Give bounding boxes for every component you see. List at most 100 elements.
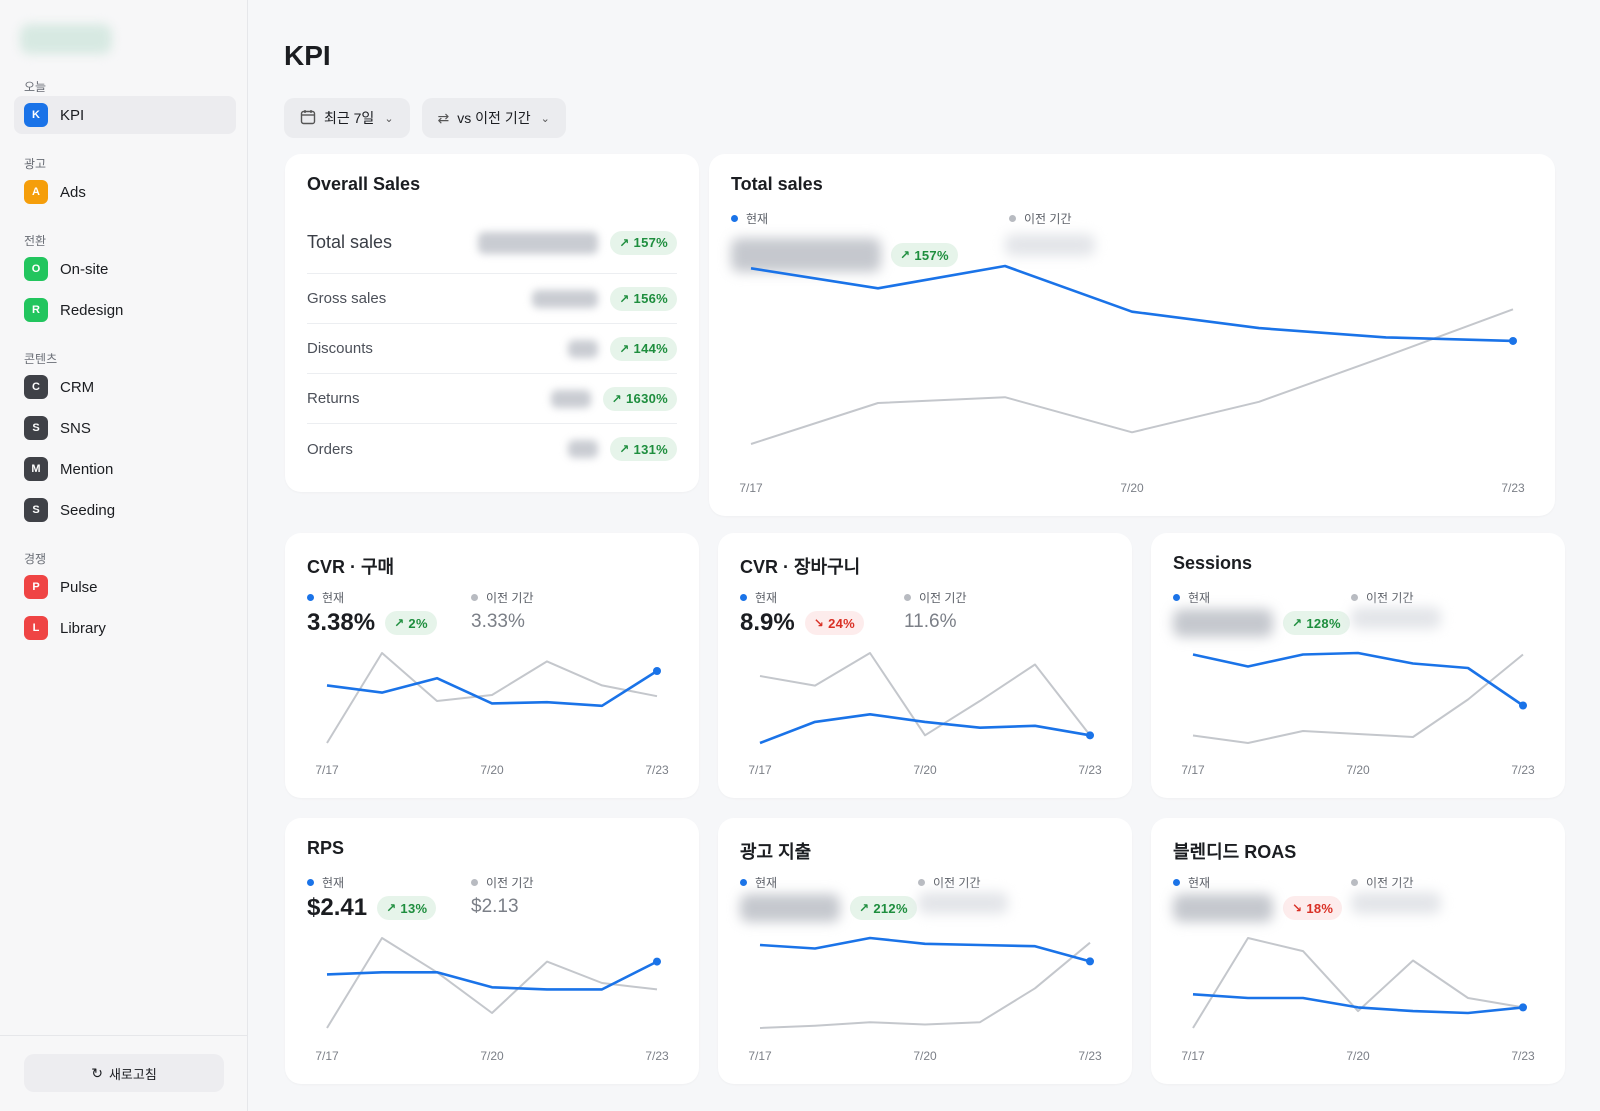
- change-value: 157%: [914, 247, 949, 263]
- legend-dot-previous: [1351, 594, 1358, 601]
- change-value: 212%: [873, 900, 908, 916]
- nav-badge: A: [24, 180, 48, 204]
- redacted-previous-value: [918, 892, 1008, 914]
- card-title: 블렌디드 ROAS: [1173, 842, 1297, 862]
- redacted-value: [731, 238, 881, 272]
- card-title: Overall Sales: [307, 174, 421, 194]
- change-badge: ↗ 144%: [610, 336, 677, 361]
- x-tick-label: 7/20: [913, 1049, 937, 1063]
- sidebar: 오늘 K KPI 광고 A Ads 전환 O On-site R Redesign 콘텐츠 C CRM S S…: [0, 0, 248, 1111]
- legend-dot-previous: [471, 594, 478, 601]
- current-metric: ↗ 212%: [740, 894, 917, 922]
- nav-badge: L: [24, 616, 48, 640]
- change-badge: ↗ 212%: [850, 896, 917, 920]
- legend-label: 이전 기간: [486, 876, 534, 890]
- sales-row-discounts: Discounts ↗ 144%: [307, 324, 677, 374]
- arrow-up-right-icon: ↗: [386, 901, 397, 915]
- current-value: 8.9%: [740, 609, 795, 636]
- chart-card-sessions: Sessions 현재 이전 기간 ↗ 128% 7/17 7/20 7/23: [1151, 533, 1565, 798]
- sidebar-item-label: Redesign: [60, 301, 124, 319]
- series-line-previous: [1192, 653, 1524, 744]
- sales-row-total: Total sales ↗ 157%: [307, 212, 677, 274]
- x-tick-label: 7/23: [645, 763, 669, 777]
- card-title: CVR · 장바구니: [740, 557, 861, 577]
- chevron-down-icon: ⌄: [384, 112, 394, 125]
- sales-label: Gross sales: [307, 290, 387, 307]
- refresh-label: 새로고침: [108, 1066, 157, 1082]
- redacted-value: [568, 440, 599, 458]
- redacted-value: [1173, 894, 1273, 922]
- arrow-up-right-icon: ↗: [1292, 616, 1303, 630]
- chart-card-cvr-purchase: CVR · 구매 현재 이전 기간 3.38% ↗ 2% 3.33% 7/17 7/20 7/23: [285, 533, 699, 798]
- last-point: [653, 667, 661, 675]
- sidebar-item-redesign[interactable]: R Redesign: [14, 291, 236, 329]
- sidebar-item-seeding[interactable]: S Seeding: [14, 491, 236, 529]
- x-tick-label: 7/17: [1181, 763, 1205, 777]
- sidebar-item-kpi[interactable]: K KPI: [14, 96, 236, 134]
- sidebar-item-label: CRM: [60, 378, 95, 396]
- card-title: CVR · 구매: [307, 557, 395, 577]
- series-line-current: [1192, 651, 1524, 707]
- sidebar-item-label: On-site: [60, 260, 109, 278]
- x-tick-label: 7/20: [1120, 481, 1144, 495]
- sales-row-gross: Gross sales ↗ 156%: [307, 274, 677, 324]
- change-value: 18%: [1306, 900, 1334, 916]
- change-badge: ↗ 1630%: [602, 386, 677, 411]
- legend-current: 현재: [740, 589, 777, 606]
- x-tick-label: 7/17: [748, 1049, 772, 1063]
- sidebar-item-on-site[interactable]: O On-site: [14, 250, 236, 288]
- line-chart: 7/17 7/20 7/23: [1181, 937, 1535, 1063]
- refresh-button[interactable]: ↻ 새로고침: [24, 1054, 224, 1092]
- date-range-dropdown[interactable]: 최근 7일 ⌄: [284, 98, 410, 138]
- series-line-current: [326, 669, 658, 708]
- sidebar-item-pulse[interactable]: P Pulse: [14, 568, 236, 606]
- legend-dot-previous: [1009, 215, 1016, 222]
- series-line-previous: [326, 937, 658, 1029]
- legend-previous: 이전 기간: [1351, 874, 1414, 891]
- change-value: 128%: [1306, 615, 1341, 631]
- compare-label: vs 이전 기간: [457, 110, 531, 126]
- change-badge: ↘ 18%: [1283, 896, 1343, 920]
- series-line-current: [1192, 993, 1524, 1015]
- sales-label: Returns: [307, 390, 360, 407]
- sidebar-item-label: Pulse: [60, 578, 98, 596]
- sidebar-item-label: Mention: [60, 460, 114, 478]
- legend-label: 이전 기간: [1366, 591, 1414, 605]
- sales-row-orders: Orders ↗ 131%: [307, 424, 677, 474]
- legend-label: 현재: [1188, 591, 1211, 605]
- arrow-up-right-icon: ↗: [619, 291, 630, 306]
- chevron-down-icon: ⌄: [540, 112, 550, 125]
- sales-label: Discounts: [307, 340, 373, 357]
- redacted-value: [550, 389, 591, 408]
- previous-value: 11.6%: [904, 611, 957, 632]
- nav-badge: P: [24, 575, 48, 599]
- legend-label: 이전 기간: [1024, 212, 1072, 226]
- legend-label: 이전 기간: [933, 876, 981, 890]
- nav-section-label: 전환: [24, 234, 47, 248]
- nav-badge: M: [24, 457, 48, 481]
- sidebar-item-label: KPI: [60, 106, 85, 124]
- previous-value: 3.33%: [471, 611, 525, 632]
- change-value: 24%: [828, 615, 855, 631]
- arrow-up-right-icon: ↗: [394, 616, 405, 630]
- legend-current: 현재: [307, 589, 344, 606]
- change-badge: ↗ 156%: [610, 286, 677, 311]
- x-tick-label: 7/17: [748, 763, 772, 777]
- redacted-value: [740, 894, 840, 922]
- change-value: 2%: [408, 615, 428, 631]
- overall-sales-card: Overall Sales Total sales ↗ 157% Gross sa…: [285, 154, 699, 492]
- line-chart: 7/17 7/20 7/23: [315, 652, 669, 777]
- series-line-current: [326, 960, 658, 991]
- current-metric: 8.9% ↘ 24%: [740, 609, 864, 637]
- sidebar-item-sns[interactable]: S SNS: [14, 409, 236, 447]
- change-badge: ↗ 13%: [377, 896, 437, 920]
- legend-label: 현재: [755, 591, 778, 605]
- sidebar-item-mention[interactable]: M Mention: [14, 450, 236, 488]
- sidebar-item-ads[interactable]: A Ads: [14, 173, 236, 211]
- x-tick-label: 7/20: [913, 763, 937, 777]
- series-line-previous: [759, 941, 1091, 1029]
- sidebar-item-crm[interactable]: C CRM: [14, 368, 236, 406]
- compare-dropdown[interactable]: ⇄ vs 이전 기간 ⌄: [421, 98, 566, 138]
- legend-dot-current: [307, 594, 314, 601]
- sidebar-item-library[interactable]: L Library: [14, 609, 236, 647]
